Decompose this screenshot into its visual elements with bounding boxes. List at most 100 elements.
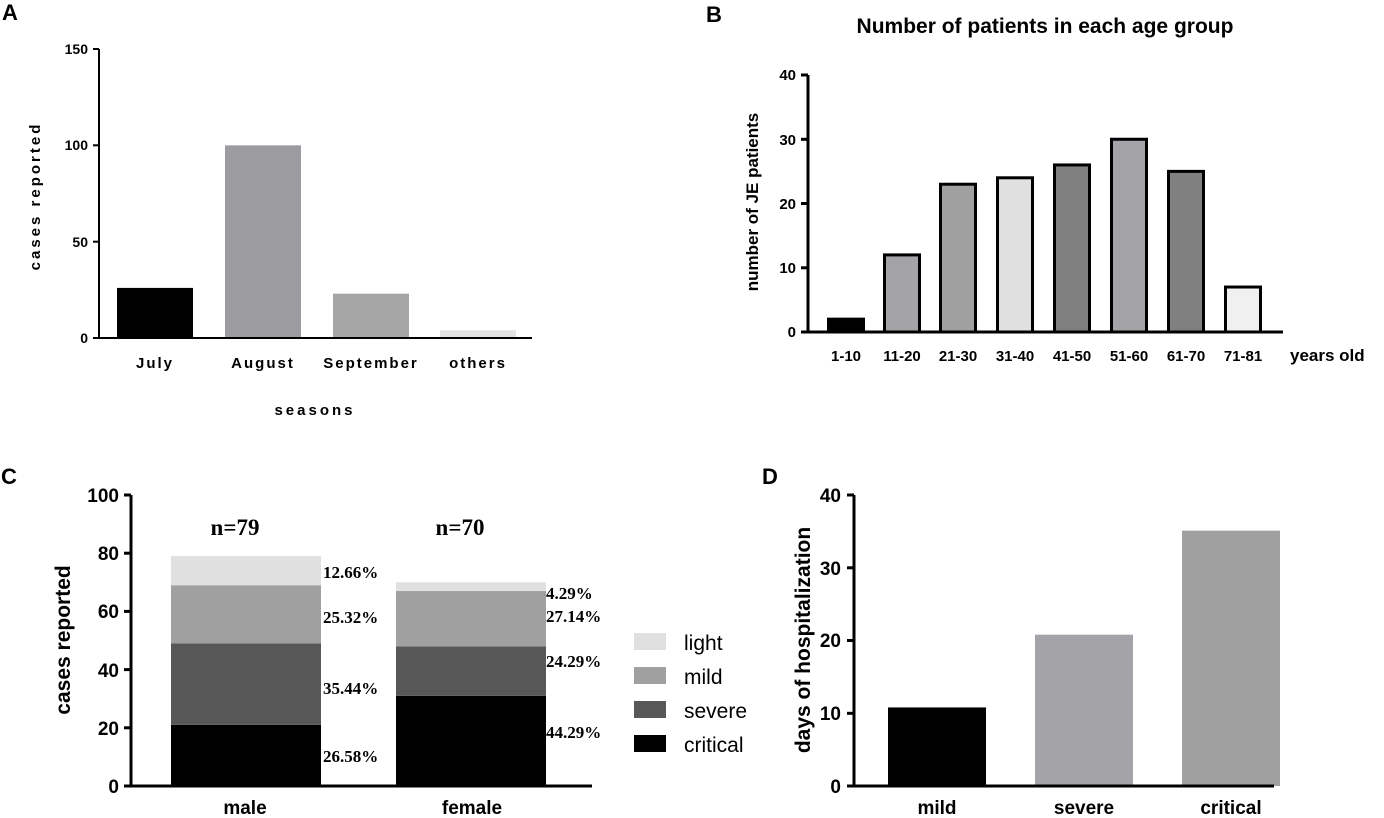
panel-a-ytick-label: 0 <box>80 330 88 346</box>
panel-a-x-labels: July August September others <box>136 355 507 372</box>
panel-b-xtick-label: 21-30 <box>939 348 977 365</box>
panel-b-bar-21-30 <box>939 182 977 334</box>
panel-c-ytick-label: 20 <box>98 719 119 740</box>
panel-b-x-labels: 1-10 11-20 21-30 31-40 41-50 51-60 61-70… <box>831 348 1262 365</box>
panel-d-xtick-label: mild <box>917 798 956 818</box>
panel-a-ytick-label: 150 <box>65 41 89 57</box>
panel-c-ytick-label: 60 <box>98 602 119 623</box>
panel-d-ytick-label: 10 <box>820 704 841 725</box>
panel-c-xtick-label: female <box>442 798 502 818</box>
legend-swatch-severe <box>634 701 666 718</box>
panel-b-bar-71-81 <box>1224 285 1262 334</box>
panel-c-bar-male-mild <box>171 585 321 644</box>
panel-b-bar-31-40 <box>996 176 1034 334</box>
panel-b-xtick-label: 61-70 <box>1167 348 1205 365</box>
panel-b-xtick-label: 51-60 <box>1110 348 1148 365</box>
panel-c-percent-label: 27.14% <box>546 607 601 626</box>
panel-b-bar-1-10 <box>827 317 865 334</box>
panel-b-xtick-label: 71-81 <box>1224 348 1262 365</box>
panel-b-xtick-label: 31-40 <box>996 348 1034 365</box>
panel-c-letter: C <box>1 464 17 489</box>
panel-b-bar-61-70 <box>1167 169 1205 334</box>
panel-c-bar-female-light <box>396 582 546 592</box>
panel-a-ytick-label: 50 <box>72 234 88 250</box>
panel-b-y-axis-title: number of JE patients <box>743 113 762 292</box>
panel-d-xtick-label: critical <box>1200 798 1261 818</box>
panel-a-ytick-label: 100 <box>65 137 89 153</box>
panel-a-y-ticks: 0 50 100 150 <box>65 41 99 346</box>
panel-d-xtick-label: severe <box>1054 798 1114 818</box>
panel-b-bar-11-20 <box>883 253 921 334</box>
panel-c-ytick-label: 100 <box>87 486 119 507</box>
panel-c-percent-label: 4.29% <box>546 584 593 603</box>
panel-c-ytick-label: 0 <box>108 777 119 798</box>
panel-c-total-label: n=70 <box>436 515 485 540</box>
panel-d-y-axis-title: days of hospitalization <box>792 527 815 753</box>
panel-b-ytick-label: 10 <box>779 260 796 277</box>
legend-label-mild: mild <box>684 666 723 689</box>
panel-c-bar-male-light <box>171 556 321 586</box>
panel-b-bar-41-50 <box>1053 163 1091 334</box>
panel-c-bar-male-severe <box>171 643 321 725</box>
panel-b-xtick-label: 11-20 <box>883 348 921 365</box>
panel-d-ytick-label: 40 <box>820 486 841 507</box>
panel-d-bars <box>888 530 1280 786</box>
panel-c-x-labels: male female <box>223 798 502 818</box>
panel-d-ytick-label: 20 <box>820 631 841 652</box>
panel-c-bar-female-mild <box>396 591 546 647</box>
panel-d-ytick-label: 0 <box>830 777 841 798</box>
panel-a-xtick-label: July <box>136 355 174 372</box>
panel-a-letter: A <box>2 0 18 25</box>
legend-label-critical: critical <box>684 734 744 757</box>
legend-swatch-mild <box>634 667 666 684</box>
panel-c-ytick-label: 80 <box>98 544 119 565</box>
panel-c-percent-label: 44.29% <box>546 723 601 742</box>
panel-d-bar-mild <box>888 707 986 786</box>
panel-d-bar-critical <box>1182 530 1280 786</box>
panel-c-percent-label: 26.58% <box>323 747 378 766</box>
panel-c-legend: light mild severe critical <box>634 632 747 757</box>
panel-a-xtick-label: others <box>449 355 507 372</box>
panel-c-percent-label: 24.29% <box>546 652 601 671</box>
panel-b-letter: B <box>706 2 722 27</box>
panel-c-percent-label: 12.66% <box>323 563 378 582</box>
panel-a-x-axis-title: seasons <box>274 402 355 419</box>
panel-b-xtick-label: 1-10 <box>831 348 861 365</box>
panel-a-xtick-label: September <box>323 355 419 372</box>
panel-b-ytick-label: 20 <box>779 196 796 213</box>
panel-d-letter: D <box>762 464 778 489</box>
panel-a-bar-july <box>117 287 193 338</box>
panel-c-y-ticks: 0 20 40 60 80 100 <box>87 486 131 798</box>
panel-b-x-axis-title: years old <box>1290 346 1365 365</box>
panel-b-ytick-label: 0 <box>788 324 796 341</box>
panel-d-x-labels: mild severe critical <box>917 798 1261 818</box>
panel-d-ytick-label: 30 <box>820 559 841 580</box>
panel-b: B Number of patients in each age group 0… <box>706 2 1365 365</box>
panel-c-bars <box>171 556 546 786</box>
legend-swatch-critical <box>634 735 666 752</box>
panel-a-bar-september <box>333 293 409 338</box>
panel-b-title: Number of patients in each age group <box>857 15 1234 38</box>
panel-d-bar-severe <box>1035 634 1133 786</box>
panel-a-bar-august <box>225 145 301 338</box>
panel-c-percent-labels: 12.66% 25.32% 35.44% 26.58% 4.29% 27.14%… <box>323 563 601 766</box>
panel-c-percent-label: 25.32% <box>323 608 378 627</box>
panel-a-y-axis-title: cases reported <box>27 122 44 271</box>
panel-c-xtick-label: male <box>223 798 266 818</box>
panel-c-ytick-label: 40 <box>98 661 119 682</box>
panel-a-bar-others <box>440 330 516 338</box>
legend-swatch-light <box>634 633 666 650</box>
panel-b-xtick-label: 41-50 <box>1053 348 1091 365</box>
panel-d-y-ticks: 0 10 20 30 40 <box>820 486 854 798</box>
panel-b-ytick-label: 40 <box>779 67 796 84</box>
panel-c-percent-label: 35.44% <box>323 679 378 698</box>
panel-b-bars <box>827 137 1262 334</box>
panel-c-bar-female-critical <box>396 695 546 786</box>
panel-b-bar-51-60 <box>1110 137 1148 334</box>
panel-c-total-label: n=79 <box>211 515 260 540</box>
panel-b-ytick-label: 30 <box>779 132 796 149</box>
panel-c-bar-female-severe <box>396 646 546 696</box>
panel-a: A 0 50 100 150 July August September oth… <box>2 0 532 419</box>
legend-label-severe: severe <box>684 700 747 723</box>
